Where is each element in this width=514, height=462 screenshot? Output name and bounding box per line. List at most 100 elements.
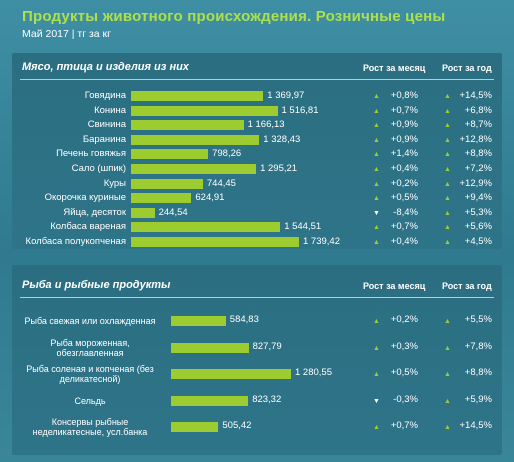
month-change: -8,4% [393,206,418,218]
value-label: 827,79 [252,340,282,352]
category-label: Окорочка куриные [44,192,126,204]
value-label: 798,26 [212,148,242,160]
category-label-line: Рыба свежая или охлажденная [24,316,156,326]
page-title: Продукты животного происхождения. Рознич… [22,8,446,25]
triangle-up-icon: ▲ [444,166,451,173]
chart-row: Свинина 1 166,13 ▲ +0,9% ▲ +8,7% [12,118,502,133]
meat-panel: Мясо, птица и изделия из них Рост за мес… [12,53,502,249]
bar [131,207,155,218]
value-label: 1 544,51 [284,221,322,233]
triangle-up-icon: ▲ [373,424,380,431]
month-change: +0,2% [390,314,418,325]
triangle-up-icon: ▲ [373,107,380,115]
chart-row: Колбаса вареная 1 544,51 ▲ +0,7% ▲ +5,6% [12,220,502,235]
chart-row: Рыба свежая или охлажденная 584,83 ▲ +0,2% ▲… [12,313,502,340]
fish-panel: Рыба и рыбные продукты Рост за месяц Рос… [12,265,502,455]
bar [131,105,278,116]
meat-month-header: Рост за месяц [363,63,426,73]
category-label: Колбаса полукопченая [25,236,126,247]
bar [131,164,257,174]
triangle-up-icon: ▲ [444,397,451,405]
year-change: +12,9% [459,177,493,189]
triangle-up-icon: ▲ [444,224,451,232]
value-label: 1 369,97 [267,90,305,101]
bar [171,342,249,353]
category-label-line: Рыба мороженная, [50,337,130,348]
year-change: +8,8% [464,148,492,160]
page-subtitle: Май 2017 | тг за кг [22,28,111,40]
value-label: 1 280,55 [295,367,332,378]
year-change: +8,8% [464,367,492,378]
value-label: 244,54 [158,206,188,218]
category-label-line: Сельдь [74,395,106,406]
triangle-up-icon: ▲ [444,209,451,217]
meat-header-divider [20,79,494,80]
fish-panel-title: Рыба и рыбные продукты [22,279,171,291]
triangle-up-icon: ▲ [373,151,380,159]
category-label: Конина [94,104,126,116]
triangle-up-icon: ▲ [373,180,380,188]
triangle-up-icon: ▲ [373,93,380,100]
value-label: 1 328,43 [263,133,301,145]
value-label: 1 739,42 [303,236,340,247]
category-label: Свинина [87,119,126,131]
bar [131,149,209,160]
year-change: +7,8% [464,340,492,352]
chart-row: Говядина 1 369,97 ▲ +0,8% ▲ +14,5% [12,89,502,104]
category-label: Рыба мороженная, обезглавленная [14,338,166,358]
bar [131,193,192,204]
category-label: Консервы рыбные неделикатесные, усл.банка [14,417,166,437]
category-label: Печень говяжья [56,148,126,160]
triangle-up-icon: ▲ [373,224,380,232]
triangle-up-icon: ▲ [444,239,451,246]
year-change: +5,3% [464,206,492,218]
fish-year-header: Рост за год [442,281,492,291]
meat-year-header: Рост за год [442,63,492,73]
month-change: +0,2% [390,177,418,189]
month-change: -0,3% [393,393,418,405]
category-label-line: обезглавленная [56,347,124,358]
meat-panel-title: Мясо, птица и изделия из них [22,61,189,73]
triangle-up-icon: ▲ [444,424,451,431]
triangle-up-icon: ▲ [444,195,451,203]
triangle-up-icon: ▲ [373,122,380,130]
bar [131,222,281,233]
category-label: Сало (шпик) [71,163,126,174]
triangle-up-icon: ▲ [444,93,451,100]
year-change: +9,4% [464,192,492,204]
category-label: Сельдь [14,396,166,406]
month-change: +0,8% [390,90,418,101]
bar [131,91,264,101]
chart-row: Конина 1 516,81 ▲ +0,7% ▲ +6,8% [12,104,502,119]
triangle-up-icon: ▲ [444,107,451,115]
month-change: +0,3% [390,340,418,352]
fish-month-header: Рост за месяц [363,281,426,291]
triangle-up-icon: ▲ [444,371,451,378]
value-label: 1 166,13 [247,119,285,131]
chart-row: Печень говяжья 798,26 ▲ +1,4% ▲ +8,8% [12,147,502,162]
triangle-up-icon: ▲ [444,344,451,352]
category-label: Баранина [82,133,126,145]
bar [171,395,249,406]
bar [131,178,203,189]
category-label: Колбаса вареная [50,221,126,233]
chart-row: Рыба мороженная, обезглавленная 827,79 ▲ +0,… [12,338,502,367]
category-label-line: Рыба соленая и копченая (без [26,364,154,374]
category-label: Куры [103,177,126,189]
month-change: +0,7% [390,104,418,116]
bar [171,316,226,326]
chart-row: Колбаса полукопченая 1 739,42 ▲ +0,4% ▲ +4,5% [12,235,502,250]
chart-row: Сельдь 823,32 ▼ -0,3% ▲ +5,9% [12,393,502,420]
month-change: +0,9% [390,119,418,131]
triangle-up-icon: ▲ [373,239,380,246]
year-change: +5,5% [464,314,492,325]
category-label: Рыба свежая или охлажденная [14,316,166,326]
value-label: 1 516,81 [281,104,319,116]
year-change: +14,5% [459,420,493,431]
chart-row: Окорочка куриные 624,91 ▲ +0,5% ▲ +9,4% [12,191,502,206]
year-change: +4,5% [464,236,492,247]
fish-header-divider [20,297,494,298]
triangle-up-icon: ▲ [373,318,380,325]
triangle-up-icon: ▲ [444,318,451,325]
